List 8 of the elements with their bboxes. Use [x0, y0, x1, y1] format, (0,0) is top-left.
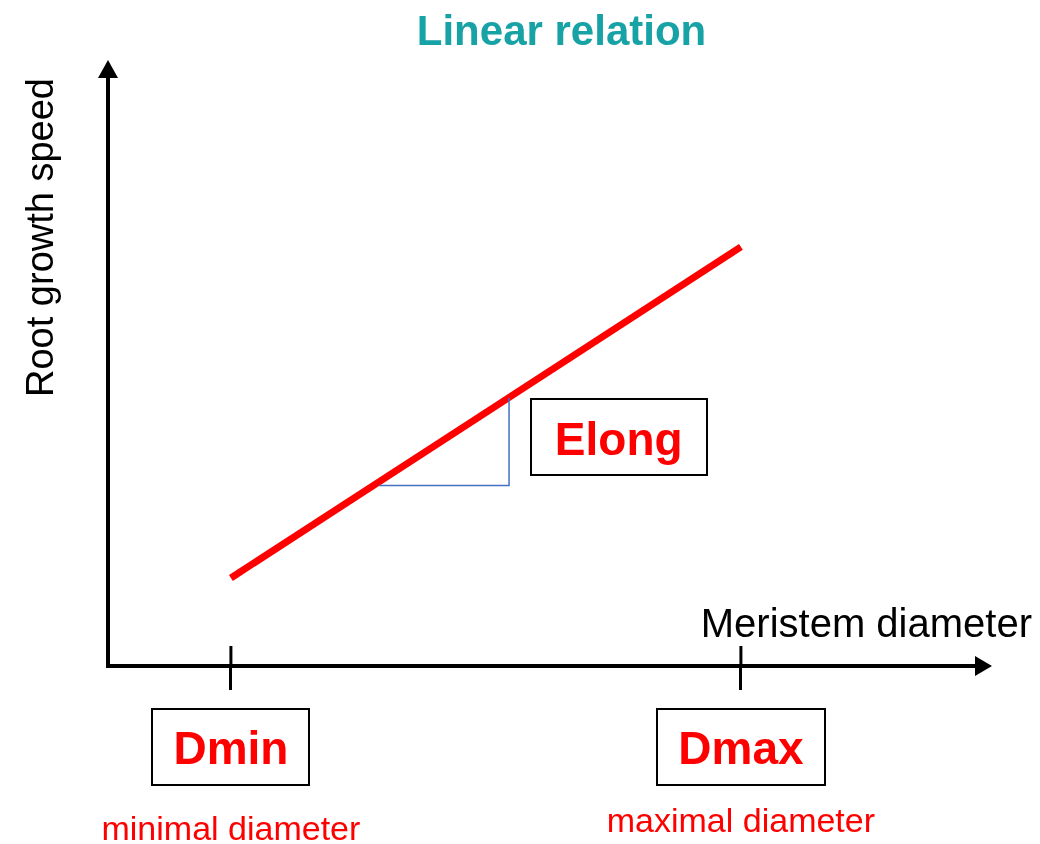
text: minimal diameter — [101, 809, 361, 844]
chart-title: Linear relation — [416, 7, 707, 54]
text: maximal diameter — [606, 801, 876, 839]
x-tick-label: Dmin — [173, 722, 289, 775]
y-axis-title: Root growth speed — [19, 78, 62, 397]
annotation: Elong — [554, 412, 683, 465]
x-axis-title: Meristem diameter — [700, 601, 1032, 645]
x-tick-label: Dmax — [678, 722, 804, 775]
